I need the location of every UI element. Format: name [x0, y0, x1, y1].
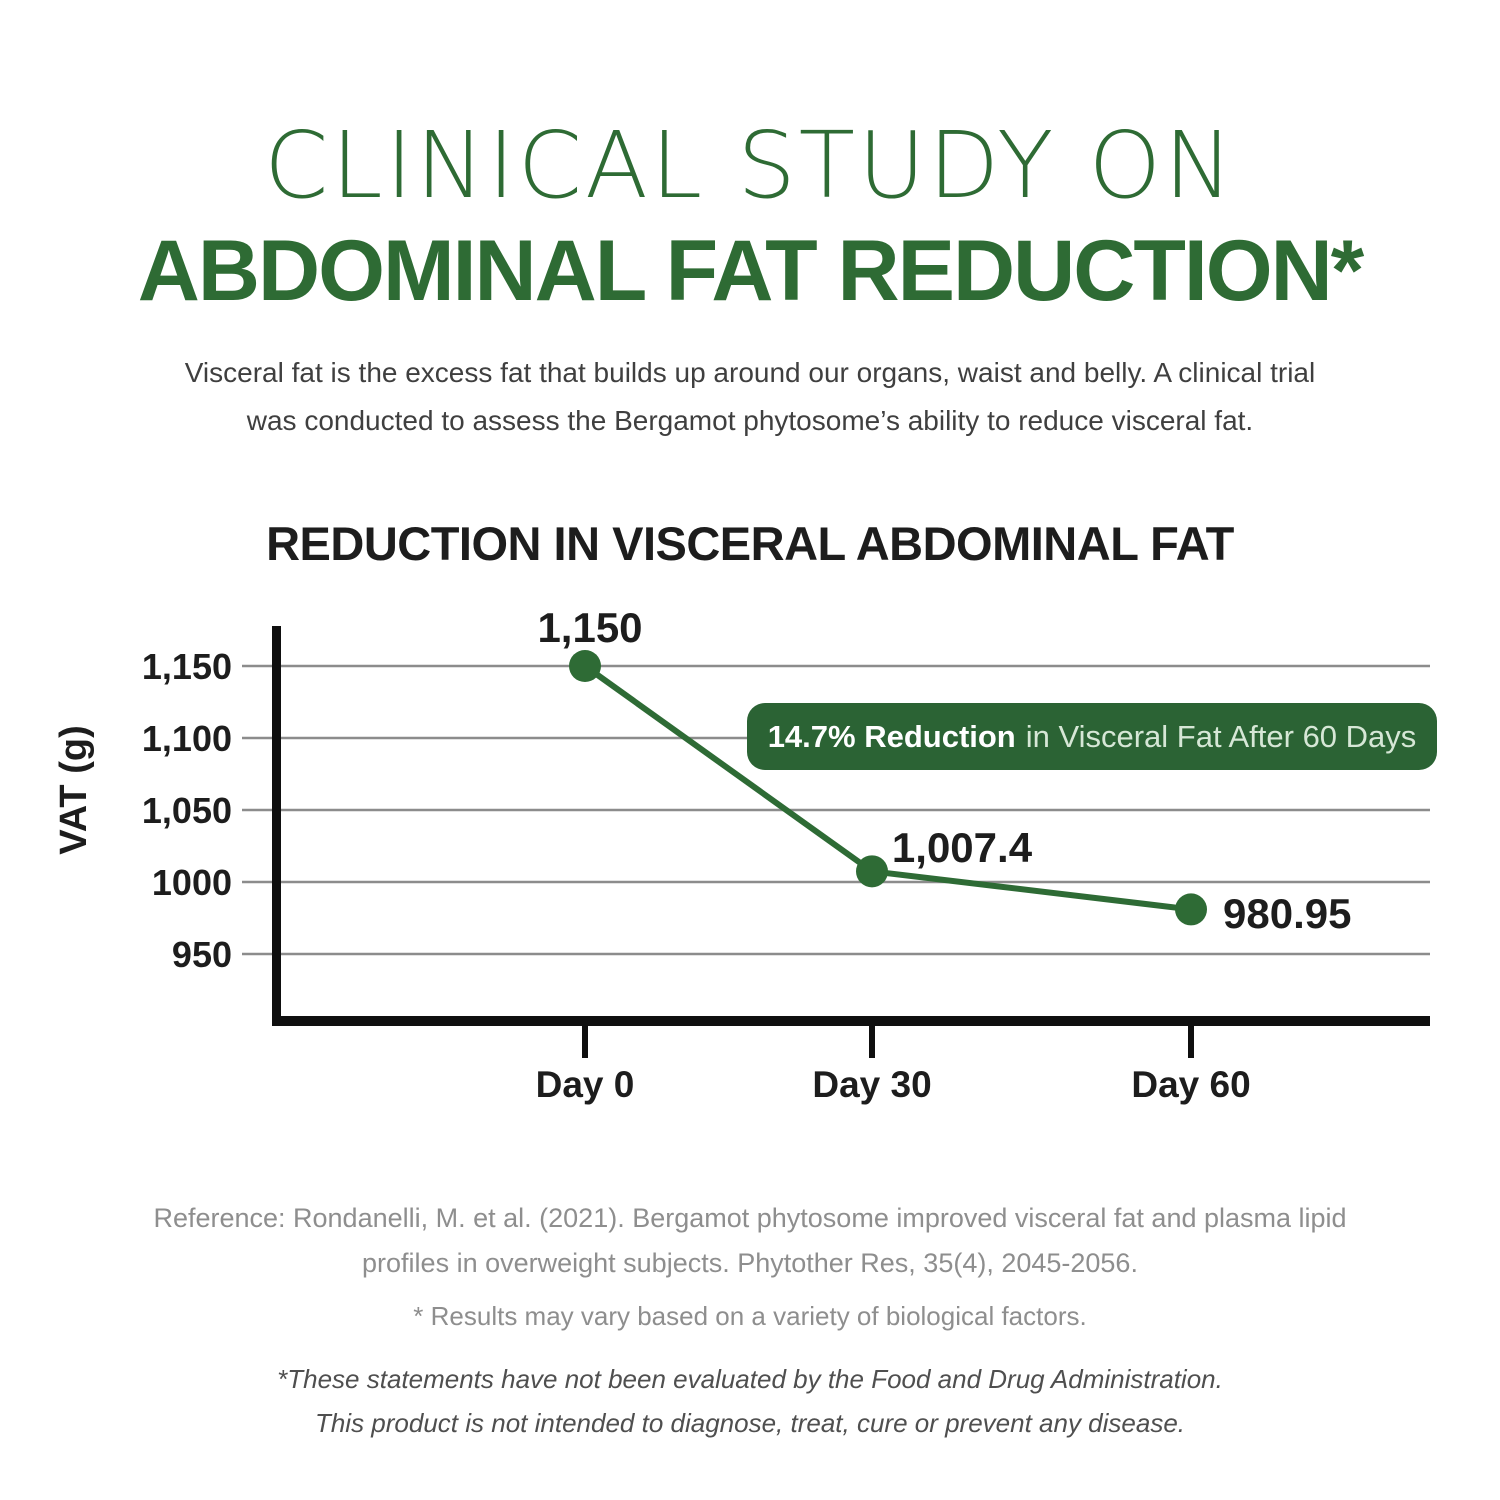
y-tick-label: 1,050: [142, 790, 232, 831]
point-label-day60: 980.95: [1223, 890, 1351, 937]
reference-line2: profiles in overweight subjects. Phytoth…: [362, 1248, 1138, 1278]
data-point: [569, 650, 601, 682]
reduction-badge: 14.7% Reduction in Visceral Fat After 60 …: [747, 703, 1437, 770]
x-axis-line: [272, 1016, 1430, 1026]
x-axis-ticks: Day 0 Day 30 Day 60: [536, 1026, 1251, 1105]
page-title-line2: ABDOMINAL FAT REDUCTION*: [137, 223, 1364, 319]
point-label-day0: 1,150: [537, 604, 642, 651]
intro-line2: was conducted to assess the Bergamot phy…: [246, 405, 1254, 436]
y-axis-line: [272, 626, 281, 1026]
fda-disclaimer-line2: This product is not intended to diagnose…: [314, 1408, 1186, 1438]
y-tick-label: 1000: [152, 862, 232, 903]
page-title-line1: CLINICAL STUDY ON: [264, 112, 1236, 219]
y-axis-title: VAT (g): [53, 725, 95, 854]
fda-disclaimer-line1: *These statements have not been evaluate…: [277, 1364, 1223, 1394]
reference-line1: Reference: Rondanelli, M. et al. (2021).…: [153, 1203, 1347, 1233]
intro-paragraph: Visceral fat is the excess fat that buil…: [0, 349, 1500, 445]
x-axis-label: Day 30: [812, 1064, 931, 1105]
results-disclaimer: * Results may vary based on a variety of…: [413, 1301, 1087, 1331]
plot-series: [569, 650, 1207, 926]
y-tick-label: 950: [172, 934, 232, 975]
y-tick-label: 1,100: [142, 718, 232, 759]
reduction-badge-background: [747, 703, 1437, 770]
data-point: [1175, 893, 1207, 926]
chart-title: REDUCTION IN VISCERAL ABDOMINAL FAT: [266, 517, 1234, 570]
y-tick-label: 1,150: [142, 646, 232, 687]
data-line: [583, 663, 1192, 913]
x-tick: [869, 1026, 875, 1058]
x-tick: [1188, 1026, 1194, 1058]
x-axis-label: Day 0: [536, 1064, 635, 1105]
reduction-badge-bold-text: 14.7% Reduction: [768, 719, 1016, 754]
reduction-badge-rest-text: in Visceral Fat After 60 Days: [1026, 719, 1417, 754]
data-point: [856, 855, 888, 888]
point-label-day30: 1,007.4: [892, 824, 1033, 871]
reduction-badge-text: 14.7% Reduction in Visceral Fat After 60 …: [768, 719, 1417, 754]
fda-disclaimer: *These statements have not been evaluate…: [0, 1357, 1500, 1445]
intro-line1: Visceral fat is the excess fat that buil…: [184, 357, 1316, 388]
vat-line-chart: 1,150 1,100 1,050 1000 950 Day 0 Day 30 Day 60…: [53, 604, 1437, 1105]
reference-text: Reference: Rondanelli, M. et al. (2021).…: [0, 1196, 1500, 1286]
x-tick: [582, 1026, 588, 1058]
x-axis-label: Day 60: [1131, 1064, 1250, 1105]
